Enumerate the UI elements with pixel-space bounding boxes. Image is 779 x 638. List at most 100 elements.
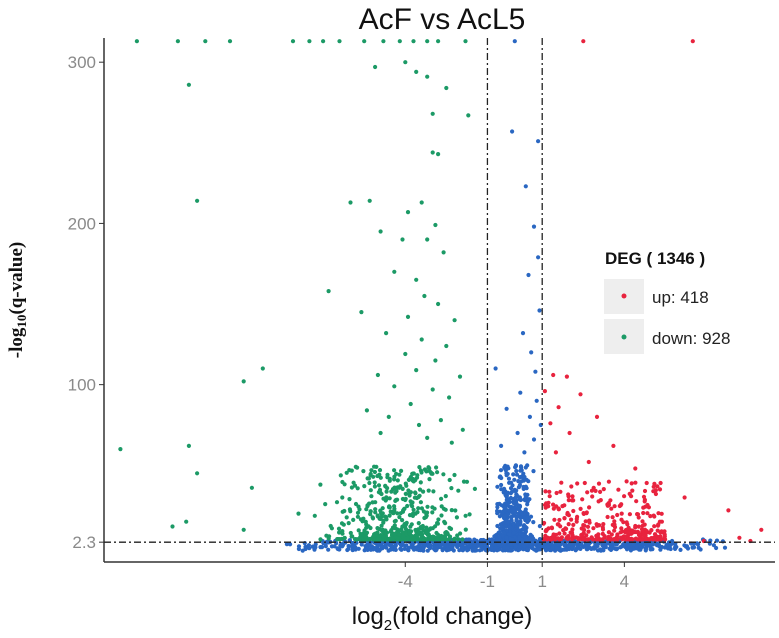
down-point xyxy=(425,435,430,440)
down-point xyxy=(449,508,454,513)
down-point xyxy=(449,486,454,491)
nosig-point xyxy=(313,542,318,547)
down-point xyxy=(336,526,342,531)
up-point xyxy=(618,530,623,535)
nosig-point xyxy=(525,502,530,507)
down-point xyxy=(398,484,403,489)
down-point xyxy=(307,39,312,44)
nosig-point xyxy=(498,468,504,473)
nosig-point xyxy=(489,545,494,551)
nosig-point xyxy=(523,484,529,489)
up-point xyxy=(642,488,648,494)
nosig-point xyxy=(350,547,355,553)
up-point xyxy=(629,531,634,536)
down-point xyxy=(438,418,443,423)
nosig-point xyxy=(537,308,542,313)
nosig-point xyxy=(284,542,289,547)
nosig-point xyxy=(695,542,700,547)
nosig-point xyxy=(522,526,527,531)
nosig-point xyxy=(507,524,512,530)
nosig-point xyxy=(518,468,523,473)
nosig-point xyxy=(504,535,509,540)
down-point xyxy=(464,479,470,484)
down-point xyxy=(461,479,467,484)
up-point xyxy=(657,487,663,492)
up-point xyxy=(585,524,591,529)
nosig-point xyxy=(359,542,364,547)
down-point xyxy=(414,277,419,282)
nosig-point xyxy=(506,519,511,525)
down-point xyxy=(397,472,402,477)
nosig-point xyxy=(356,546,361,551)
down-point xyxy=(369,494,374,499)
nosig-point xyxy=(537,524,543,529)
down-point xyxy=(403,60,408,65)
down-point xyxy=(373,510,378,515)
up-point xyxy=(594,537,599,542)
up-point xyxy=(571,508,576,514)
nosig-point xyxy=(526,479,531,484)
up-point xyxy=(578,392,583,397)
down-point xyxy=(411,507,416,512)
down-point xyxy=(404,520,409,526)
down-point xyxy=(241,379,246,384)
up-point xyxy=(610,515,615,520)
up-point xyxy=(557,531,562,536)
up-point xyxy=(585,490,590,495)
up-point xyxy=(580,497,585,502)
down-point xyxy=(467,512,472,517)
down-point xyxy=(399,527,404,532)
down-point xyxy=(375,513,380,518)
nosig-point xyxy=(490,538,495,543)
down-point xyxy=(400,486,405,491)
up-point xyxy=(606,530,612,535)
nosig-point xyxy=(516,479,521,484)
up-point xyxy=(648,514,653,519)
nosig-point xyxy=(508,486,514,491)
down-point xyxy=(414,475,420,480)
down-point xyxy=(463,39,468,44)
up-point xyxy=(662,534,667,539)
nosig-point xyxy=(326,547,331,552)
up-point xyxy=(634,499,639,504)
up-point xyxy=(566,536,571,541)
down-point xyxy=(443,507,448,512)
down-point xyxy=(339,536,344,542)
nosig-point xyxy=(319,545,325,550)
down-point xyxy=(447,477,452,483)
up-point xyxy=(570,537,575,542)
down-point xyxy=(406,477,411,482)
down-point xyxy=(369,468,374,473)
up-point xyxy=(565,512,570,517)
down-point xyxy=(405,314,411,319)
down-point xyxy=(186,82,191,87)
up-point xyxy=(612,504,617,509)
nosig-point xyxy=(511,530,516,535)
down-point xyxy=(407,531,412,536)
nosig-point xyxy=(648,542,654,547)
down-point xyxy=(403,351,408,357)
down-point xyxy=(368,525,373,531)
up-point xyxy=(615,512,620,518)
down-point xyxy=(411,535,416,540)
nosig-point xyxy=(614,547,619,552)
nosig-point xyxy=(522,450,527,455)
nosig-point xyxy=(353,545,358,550)
down-point xyxy=(439,496,444,501)
up-point xyxy=(612,537,617,542)
nosig-point xyxy=(440,548,445,553)
down-point xyxy=(381,520,386,525)
down-point xyxy=(435,470,440,475)
up-point xyxy=(637,537,642,542)
up-point xyxy=(621,520,626,525)
nosig-point xyxy=(624,547,630,552)
down-point xyxy=(400,530,406,535)
y-axis-label: -log10(q-value) xyxy=(6,242,29,358)
down-point xyxy=(444,343,449,349)
down-point xyxy=(432,506,437,511)
down-point xyxy=(337,39,342,44)
down-point xyxy=(402,506,407,511)
nosig-point xyxy=(554,545,559,550)
up-point xyxy=(606,479,612,484)
up-point xyxy=(612,519,617,524)
